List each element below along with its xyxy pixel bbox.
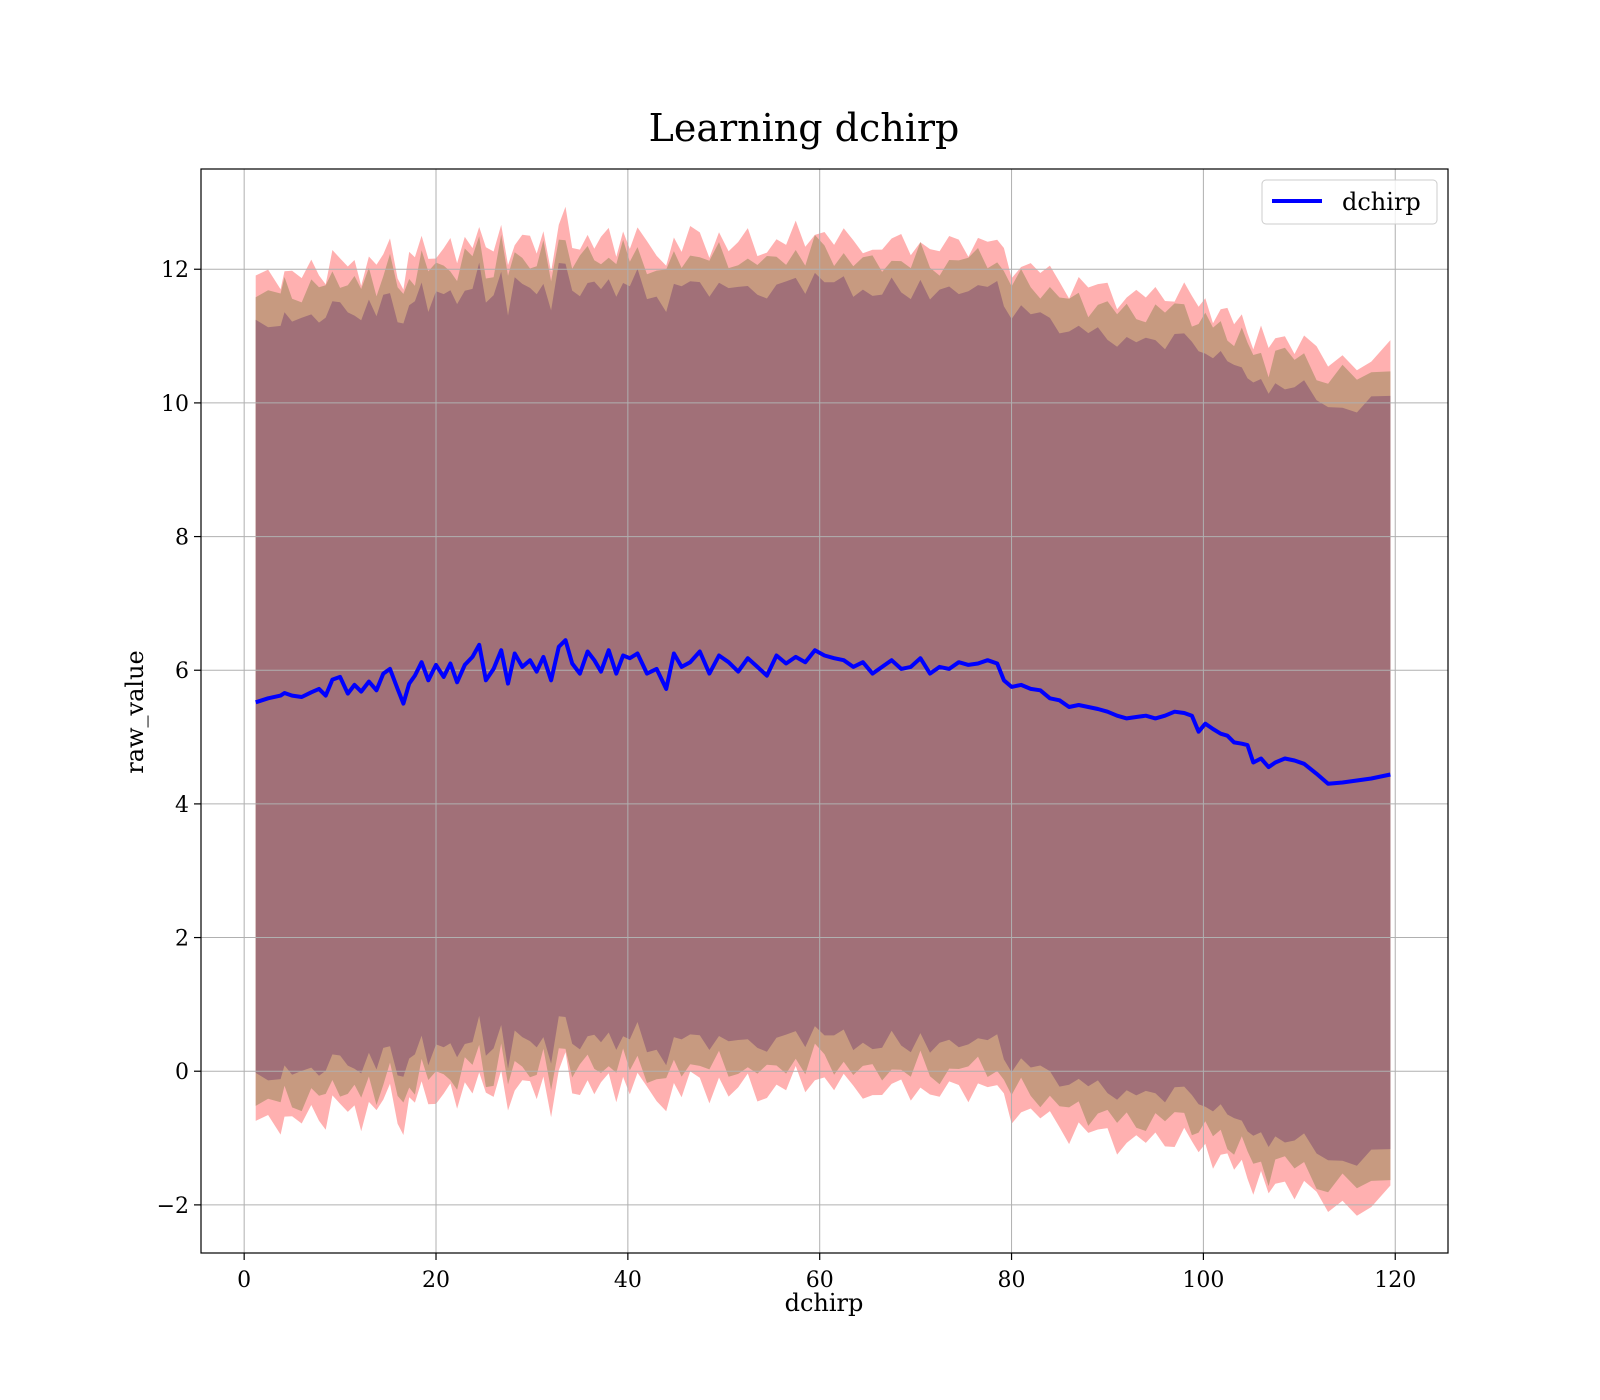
x-tick-label-2: 40	[614, 1268, 642, 1293]
x-tick-label-5: 100	[1182, 1268, 1224, 1293]
uncertainty-bands	[255, 206, 1391, 1216]
plot-frame	[200, 168, 1449, 1254]
legend-box	[1261, 179, 1438, 225]
chart-title: Learning dchirp	[649, 106, 960, 150]
x-axis-ticks: 0 20 40 60 80 100 120	[237, 1253, 1416, 1293]
y-axis-ticks: −2 0 2 4 6 8 10 12	[157, 258, 201, 1219]
legend: dchirp	[1261, 179, 1438, 225]
x-tick-label-1: 20	[422, 1268, 450, 1293]
y-tick-label-7: 12	[161, 258, 189, 283]
y-tick-label-5: 8	[175, 526, 189, 551]
y-tick-label-4: 6	[175, 659, 189, 684]
y-tick-label-0: −2	[157, 1194, 189, 1219]
x-tick-label-4: 80	[998, 1268, 1026, 1293]
y-axis-label: raw_value	[121, 650, 149, 774]
x-tick-label-3: 60	[806, 1268, 834, 1293]
x-tick-label-0: 0	[237, 1268, 251, 1293]
series-lines	[255, 638, 1391, 786]
series-line-dchirp	[255, 638, 1391, 786]
x-tick-label-6: 120	[1374, 1268, 1416, 1293]
grid	[201, 169, 1448, 1253]
y-tick-label-2: 2	[175, 927, 189, 952]
band-inner	[255, 262, 1391, 1166]
legend-label-dchirp: dchirp	[1342, 188, 1421, 216]
y-tick-label-1: 0	[175, 1060, 189, 1085]
y-tick-label-6: 10	[161, 392, 189, 417]
x-axis-label: dchirp	[785, 1289, 864, 1317]
y-tick-label-3: 4	[175, 793, 189, 818]
